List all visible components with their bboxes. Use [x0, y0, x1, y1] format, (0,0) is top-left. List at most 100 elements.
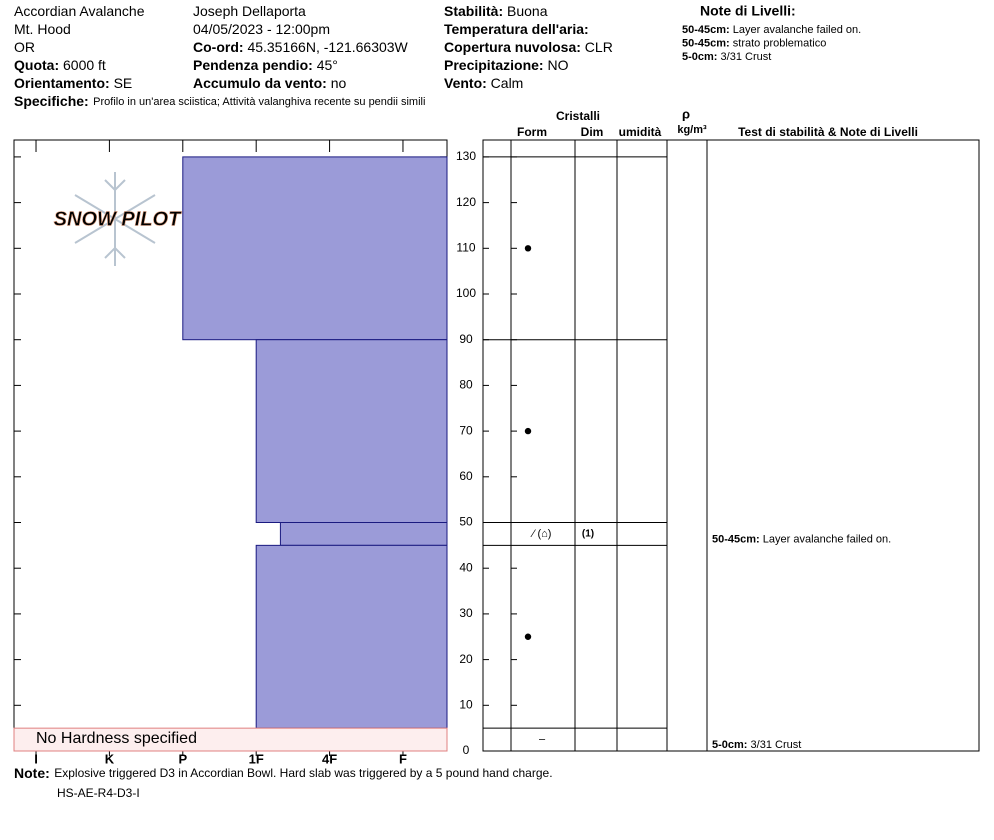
field-value: CLR	[585, 39, 613, 55]
x-tick-label: 1F	[249, 751, 264, 766]
header-field: OR	[14, 39, 35, 55]
y-tick-label: 30	[459, 606, 473, 620]
field-value: Joseph Dellaporta	[193, 3, 306, 19]
field-label: Note:	[14, 765, 50, 781]
field-label: Co-ord:	[193, 39, 244, 55]
field-label: Orientamento:	[14, 75, 110, 91]
field-value: Explosive triggered D3 in Accordian Bowl…	[54, 766, 552, 780]
field-label: 50-45cm:	[682, 24, 730, 36]
y-tick-label: 90	[459, 332, 473, 346]
field-value: 45°	[317, 57, 338, 73]
y-tick-label: 20	[459, 652, 473, 666]
header-field: Joseph Dellaporta	[193, 3, 306, 19]
header-field: Vento: Calm	[444, 75, 523, 91]
header-note: 50-45cm: strato problematico	[682, 37, 826, 49]
field-value: 45.35166N, -121.66303W	[247, 39, 408, 55]
header-field: Pendenza pendio: 45°	[193, 57, 338, 73]
header-field: Accumulo da vento: no	[193, 75, 346, 91]
field-value: Mt. Hood	[14, 21, 71, 37]
header-note: 50-45cm: Layer avalanche failed on.	[682, 24, 861, 36]
x-tick-label: 4F	[322, 751, 337, 766]
field-label: 50-45cm:	[712, 533, 760, 545]
hardness-layer	[255, 339, 448, 524]
hardness-layer	[279, 522, 448, 546]
field-value: Profilo in un'area sciistica; Attività v…	[93, 96, 425, 108]
header-field: Precipitazione: NO	[444, 57, 569, 73]
footer-note: Note: Explosive triggered D3 in Accordia…	[14, 765, 553, 783]
field-label: Temperatura dell'aria:	[444, 21, 589, 37]
field-value: NO	[547, 57, 568, 73]
grain-form: –	[539, 733, 546, 745]
header-field: Orientamento: SE	[14, 75, 132, 91]
no-hardness-layer	[13, 727, 448, 752]
footer-code: HS-AE-R4-D3-I	[57, 786, 140, 800]
no-hardness-label: No Hardness specified	[36, 730, 197, 747]
column-header: Cristalli	[556, 109, 600, 123]
field-label: Accumulo da vento:	[193, 75, 327, 91]
field-label: Pendenza pendio:	[193, 57, 313, 73]
y-tick-label: 60	[459, 469, 473, 483]
header-field: 04/05/2023 - 12:00pm	[193, 21, 330, 37]
header-field: Quota: 6000 ft	[14, 57, 106, 73]
column-header: ρ	[682, 106, 690, 121]
header-field: Co-ord: 45.35166N, -121.66303W	[193, 39, 409, 55]
x-tick-label: P	[178, 751, 187, 766]
grain-symbol	[524, 633, 532, 640]
field-value: 3/31 Crust	[721, 51, 772, 63]
field-value: Accordian Avalanche	[14, 3, 145, 19]
y-tick-label: 110	[456, 240, 475, 254]
y-tick-label: 80	[459, 378, 473, 392]
field-label: Quota:	[14, 57, 59, 73]
field-value: strato problematico	[733, 37, 827, 49]
y-tick-label: 10	[459, 697, 473, 711]
column-header: Test di stabilità & Note di Livelli	[738, 125, 918, 139]
y-tick-label: 100	[456, 286, 476, 300]
x-tick-label: F	[399, 751, 407, 766]
column-header: umidità	[619, 125, 662, 139]
hardness-layer	[255, 544, 448, 729]
column-header: Dim	[581, 125, 604, 139]
grain-form: ⁄ (⌂)	[530, 528, 552, 540]
logo	[74, 172, 156, 266]
field-value: SE	[114, 75, 133, 91]
y-tick-label: 130	[456, 149, 476, 163]
header-field: Accordian Avalanche	[14, 3, 145, 19]
field-label: 5-0cm:	[712, 739, 747, 751]
field-label: Stabilità:	[444, 3, 503, 19]
field-label: Copertura nuvolosa:	[444, 39, 581, 55]
grain-size: (1)	[582, 529, 594, 540]
header-field: Temperatura dell'aria:	[444, 21, 589, 37]
layer-note: 5-0cm: 3/31 Crust	[712, 739, 801, 751]
column-header: Form	[517, 125, 547, 139]
header-field: Mt. Hood	[14, 21, 71, 37]
notes-title: Note di Livelli:	[700, 3, 796, 19]
column-header: kg/m³	[677, 124, 707, 136]
field-value: 6000 ft	[63, 57, 106, 73]
field-label: Specifiche:	[14, 93, 89, 109]
field-value: OR	[14, 39, 35, 55]
x-tick-label: K	[105, 751, 115, 766]
hardness-layer	[182, 156, 448, 341]
grain-symbol	[524, 245, 532, 252]
field-value: Buona	[507, 3, 548, 19]
layer-note: 50-45cm: Layer avalanche failed on.	[712, 533, 891, 545]
table-frame	[482, 139, 980, 752]
specifiche: Specifiche: Profilo in un'area sciistica…	[14, 93, 425, 111]
x-tick-label: I	[34, 751, 38, 766]
y-tick-label: 40	[459, 560, 473, 574]
grain-symbol	[524, 427, 532, 435]
header-note: 5-0cm: 3/31 Crust	[682, 51, 771, 63]
field-value: 04/05/2023 - 12:00pm	[193, 21, 330, 37]
field-value: Layer avalanche failed on.	[763, 533, 891, 545]
logo-text: SNOW PILOT	[54, 208, 182, 230]
field-label: 50-45cm:	[682, 37, 730, 49]
field-value: no	[331, 75, 347, 91]
field-label: Vento:	[444, 75, 487, 91]
y-tick-label: 120	[456, 195, 476, 209]
field-label: Precipitazione:	[444, 57, 544, 73]
field-value: Layer avalanche failed on.	[733, 24, 861, 36]
y-tick-label: 70	[459, 423, 473, 437]
header-field: Stabilità: Buona	[444, 3, 548, 19]
y-tick-label: 0	[463, 743, 470, 757]
